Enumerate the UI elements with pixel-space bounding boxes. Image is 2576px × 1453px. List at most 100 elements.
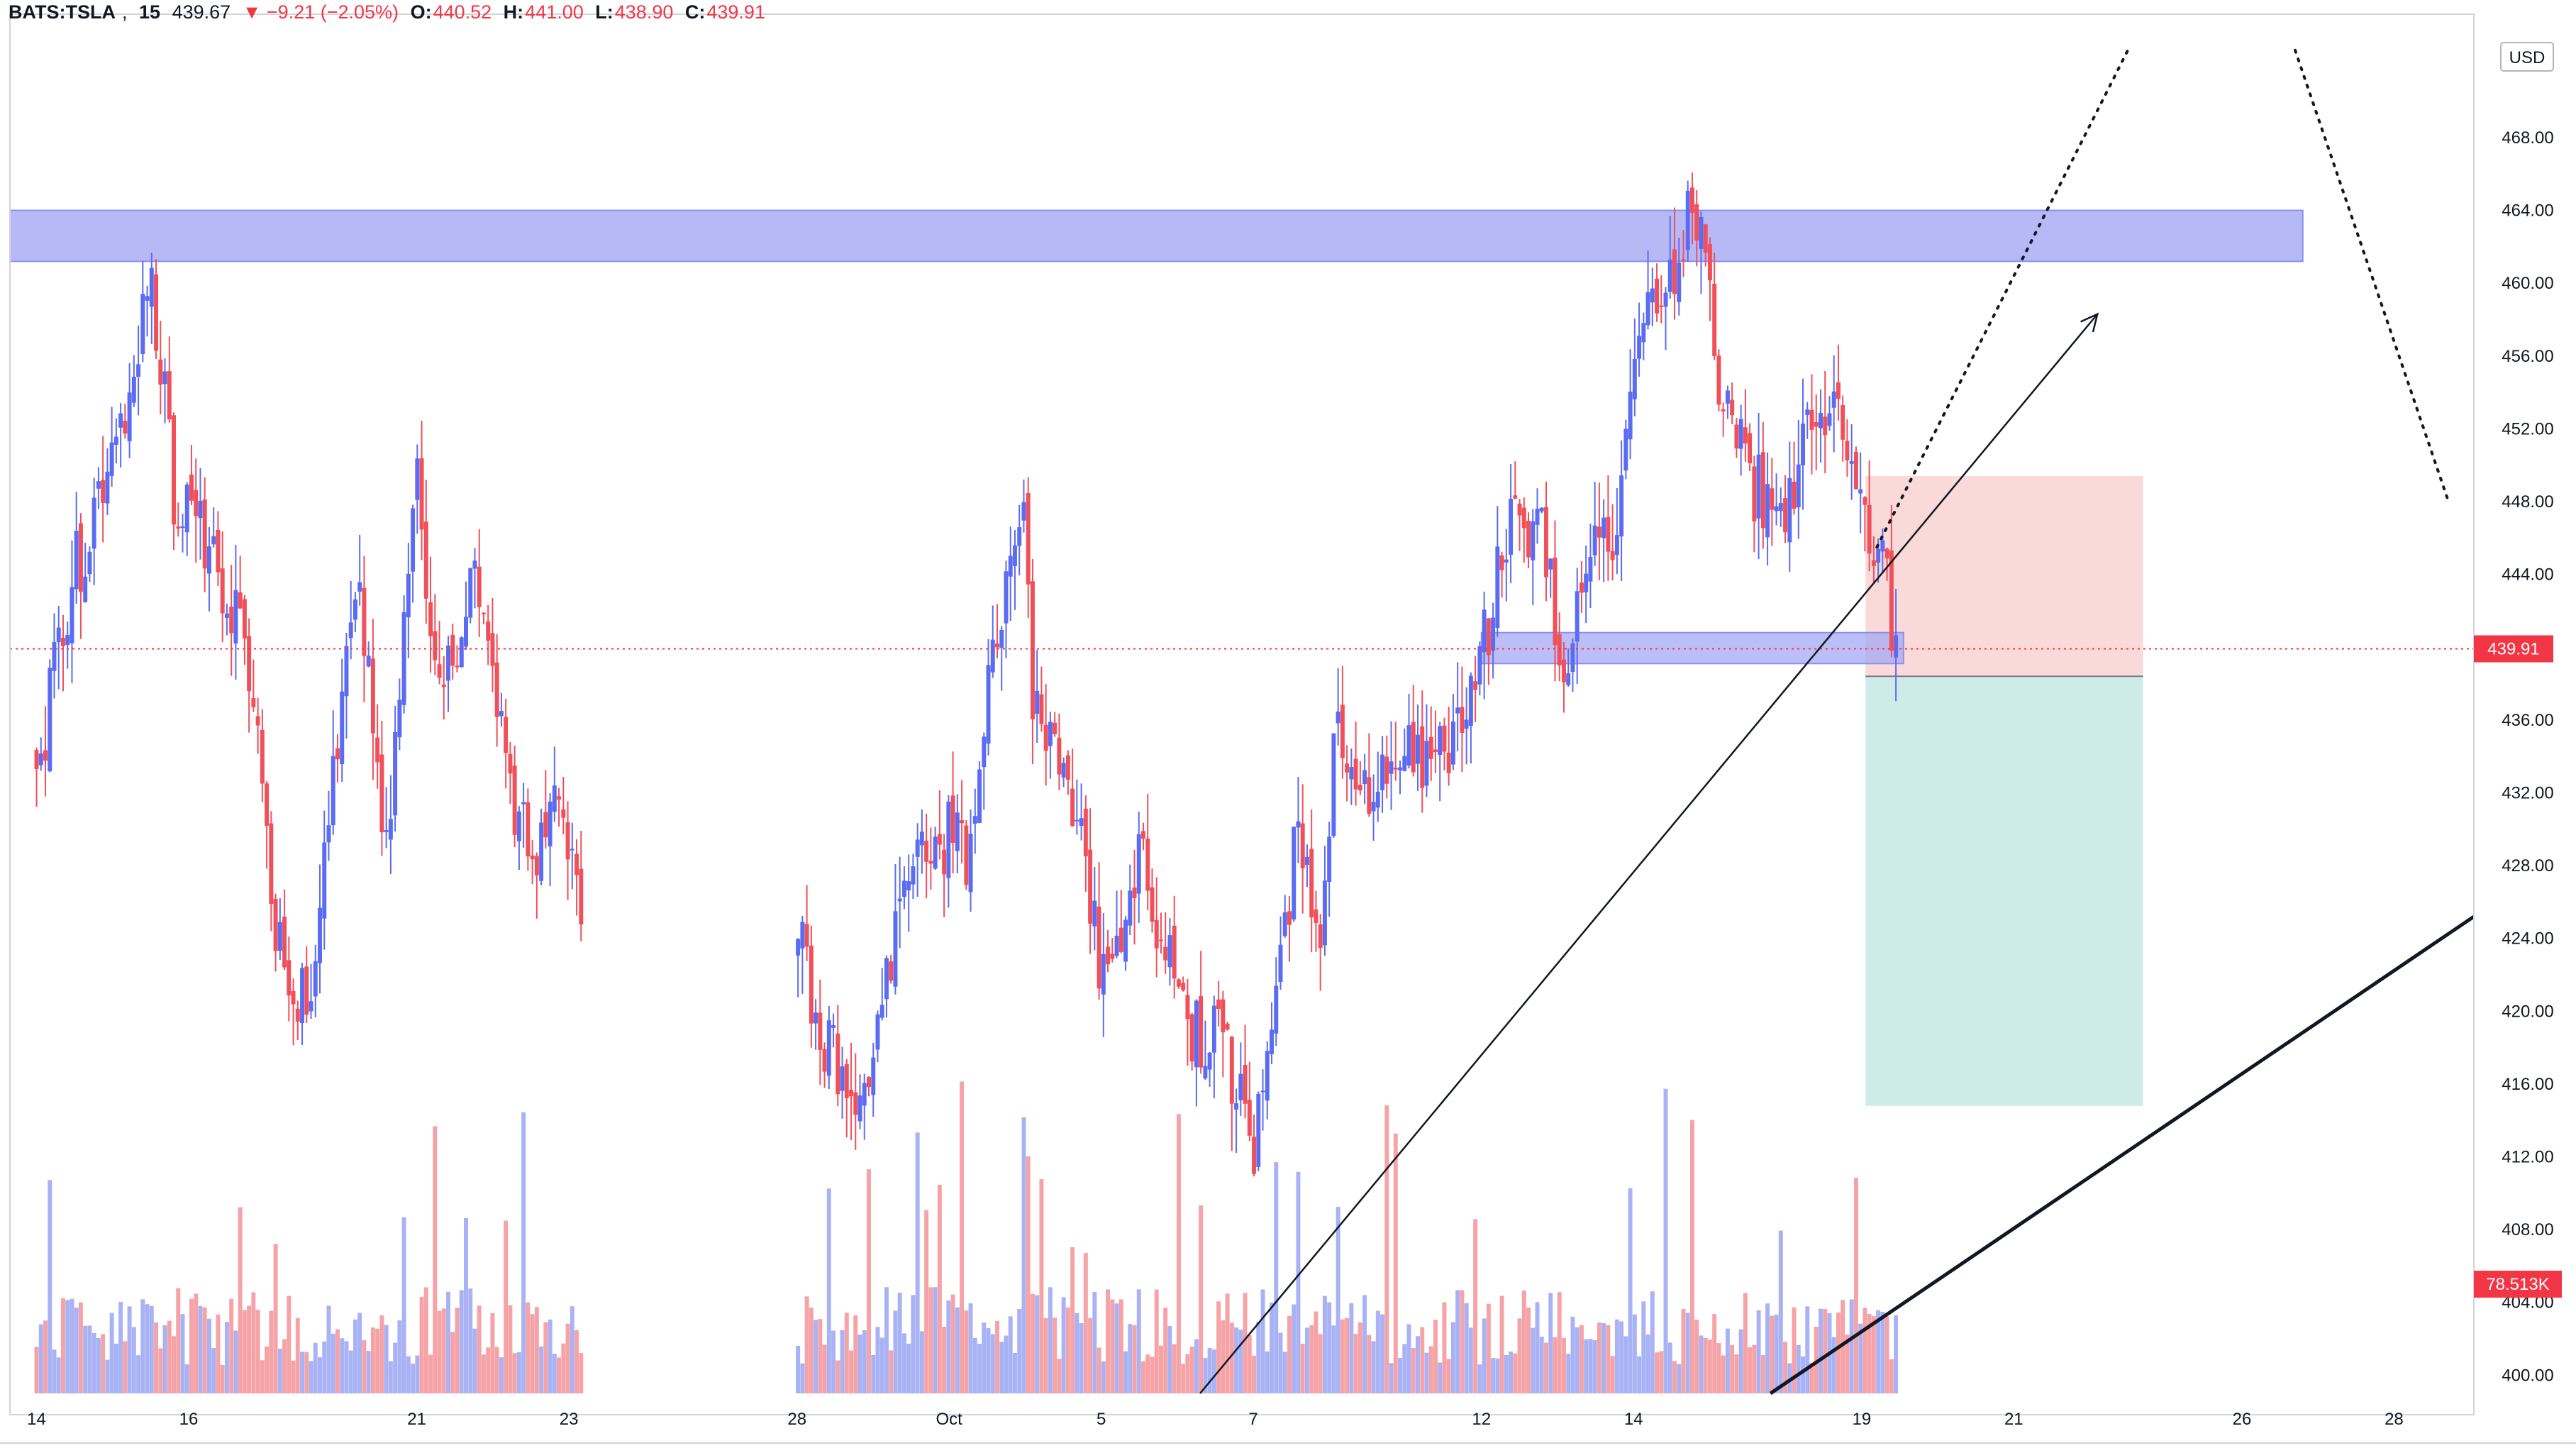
candle-body (1619, 475, 1624, 537)
candle-body (800, 922, 805, 949)
volume-bar (1707, 1339, 1712, 1393)
candle-body (986, 665, 991, 744)
candle-body (1402, 756, 1407, 771)
symbol-name[interactable]: BATS:TSLA (9, 1, 116, 23)
volume-bar (1176, 1114, 1181, 1393)
candle-body (206, 546, 211, 574)
volume-bar (574, 1330, 579, 1393)
candle-body (530, 855, 535, 860)
volume-bar (1079, 1323, 1084, 1393)
volume-bar (309, 1361, 313, 1393)
candle-body (397, 700, 402, 738)
candle-body (441, 684, 446, 687)
candle-body (419, 458, 424, 530)
candle-body (1274, 985, 1279, 1034)
volume-bar (87, 1325, 92, 1393)
volume-bar (1181, 1364, 1186, 1393)
candle-body (1841, 404, 1845, 440)
volume-bar (1362, 1295, 1367, 1393)
volume-bar (1446, 1359, 1451, 1393)
candle-body (74, 531, 79, 590)
volume-bar (1796, 1344, 1801, 1393)
drawings-zones[interactable] (9, 209, 2304, 1106)
volume-bar (273, 1244, 278, 1393)
volume-bar (1592, 1339, 1597, 1393)
candle-body (1521, 507, 1526, 529)
candle-body (154, 274, 159, 351)
candle-body (1199, 996, 1204, 1068)
candle-body (1699, 216, 1704, 249)
volume-bar (826, 1188, 831, 1393)
candle-body (1030, 581, 1035, 719)
volume-bar (1703, 1337, 1708, 1393)
candle-body (1309, 849, 1314, 917)
candle-body (1513, 495, 1518, 499)
candle-body (1406, 725, 1411, 766)
candle-body (43, 750, 48, 761)
volume-bar (512, 1353, 517, 1393)
volume-bar (1030, 1293, 1035, 1393)
volume-bar (247, 1305, 252, 1393)
y-tick-label: 416.00 (2502, 1075, 2553, 1094)
candle-body (1787, 477, 1792, 543)
volume-bar (1158, 1345, 1163, 1393)
candle-body (282, 916, 287, 968)
candle-body (950, 795, 955, 843)
volume-bar (1792, 1307, 1797, 1393)
candle-body (504, 717, 509, 753)
volume-bar (1416, 1336, 1420, 1393)
price-tag (2474, 635, 2553, 663)
candle-body (1021, 502, 1026, 521)
candle-body (1623, 429, 1628, 471)
candle-body (1110, 954, 1115, 959)
candle-body (1495, 546, 1500, 628)
volume-bar (1380, 1314, 1385, 1393)
candle-body (1043, 724, 1048, 751)
volume-bar (879, 1337, 884, 1393)
candle-body (1420, 726, 1425, 788)
candle-body (1849, 461, 1854, 464)
volume-bar (70, 1298, 74, 1393)
candle-body (1725, 390, 1730, 404)
candle-body (1491, 617, 1496, 651)
volume-bar (176, 1288, 181, 1393)
candle-body (78, 523, 83, 592)
candle-body (1314, 909, 1318, 923)
volume-bar (172, 1336, 177, 1393)
volume-bar (158, 1348, 163, 1393)
drawings-lines[interactable] (10, 48, 2475, 1396)
candle-body (1455, 707, 1460, 714)
candle-body (1876, 548, 1881, 563)
interval-label[interactable]: 15 (139, 1, 161, 23)
candle-body (300, 968, 305, 1024)
volume-bar (282, 1339, 287, 1393)
candle-body (1588, 557, 1593, 582)
volume-bar (977, 1344, 982, 1393)
volume-bar (1092, 1291, 1097, 1393)
candle-body (265, 783, 270, 826)
volume-bar (468, 1288, 473, 1393)
volume-bar (1292, 1304, 1297, 1393)
candle-body (52, 642, 57, 671)
candle-body (1375, 792, 1380, 808)
candle-body (428, 602, 433, 636)
y-tick-label: 448.00 (2502, 492, 2553, 512)
candle-body (1243, 1064, 1248, 1104)
candle-body (194, 490, 199, 516)
candle-body (1548, 558, 1553, 570)
volume-bar (534, 1307, 539, 1393)
candle-body (313, 961, 318, 997)
volume-bar (1765, 1303, 1770, 1393)
candle-body (1884, 548, 1889, 559)
candle-body (1367, 777, 1372, 814)
candle-body (335, 748, 340, 760)
candle-body (1531, 521, 1536, 560)
volume-bar (494, 1347, 499, 1393)
volume-bar (52, 1349, 57, 1393)
volume-bar (1663, 1088, 1668, 1393)
candle-body (561, 809, 566, 818)
volume-bar (1340, 1319, 1345, 1393)
volume-bar (1265, 1351, 1270, 1393)
candle-body (1389, 761, 1394, 774)
